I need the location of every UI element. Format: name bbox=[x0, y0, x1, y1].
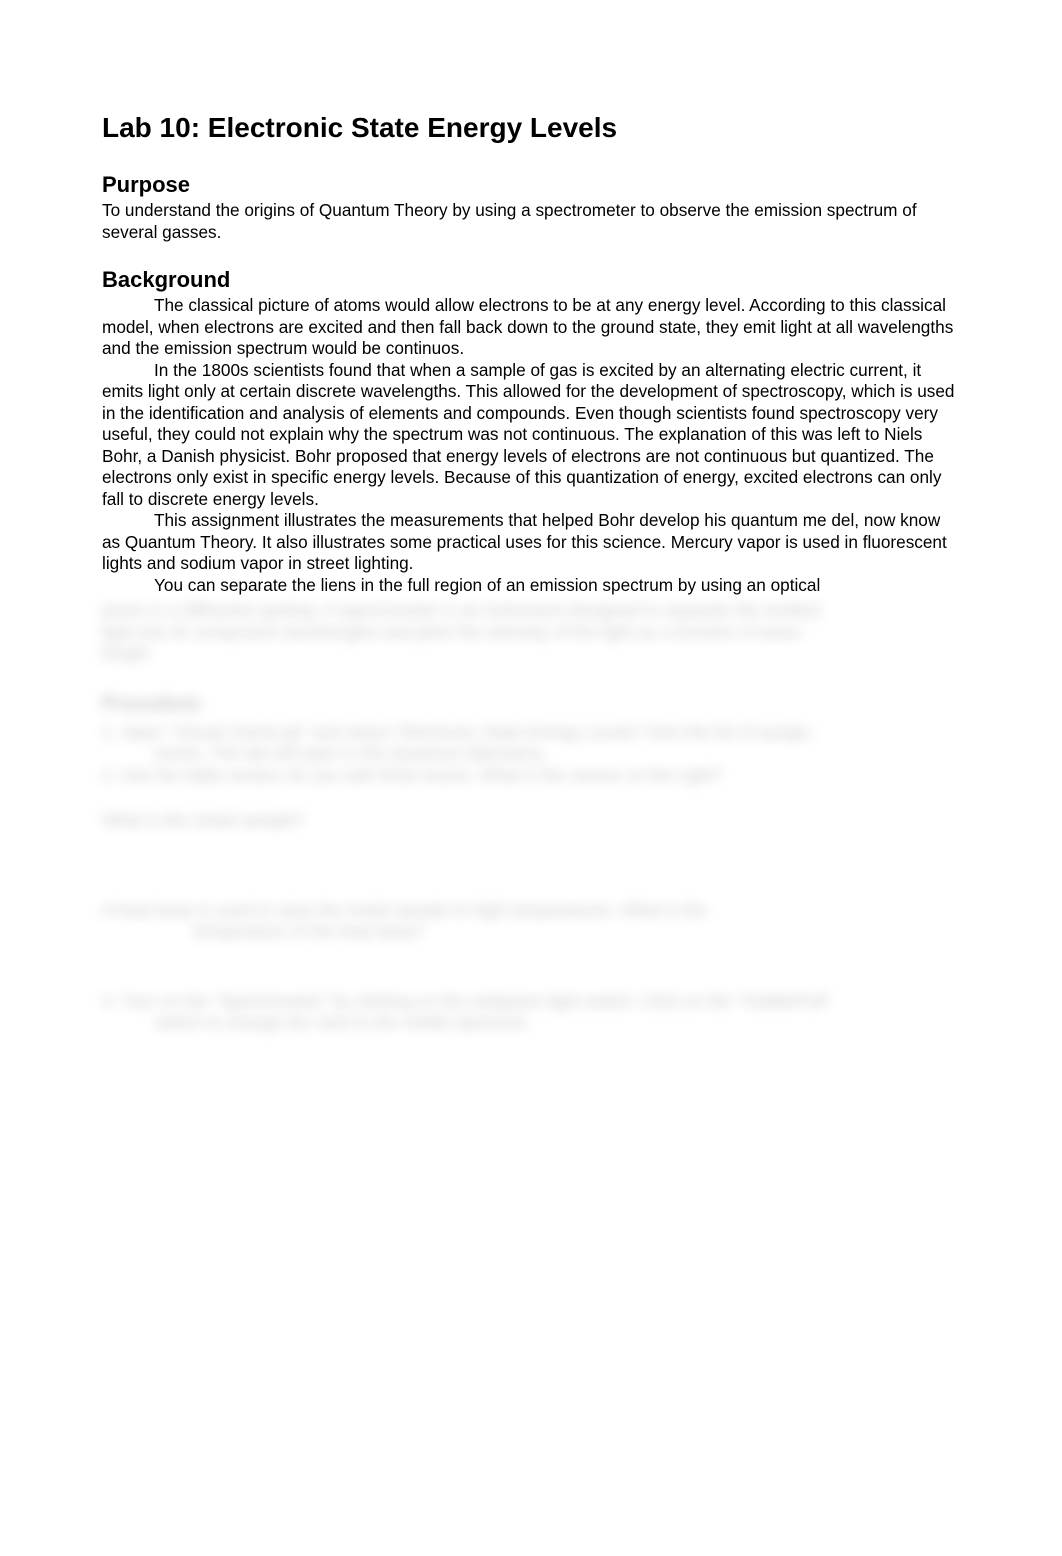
blurred-step: ments. The lab will open in the Quantum … bbox=[102, 743, 960, 765]
background-p3: This assignment illustrates the measurem… bbox=[102, 510, 960, 575]
blurred-preview-region: prism or a diffraction grating. A spectr… bbox=[102, 600, 960, 1034]
blurred-step: 3. Turn on the "Spectrometer" by clickin… bbox=[102, 991, 960, 1013]
blurred-line: prism or a diffraction grating. A spectr… bbox=[102, 600, 960, 622]
blurred-step: 1. Open "Virtual ChemLab" and select "El… bbox=[102, 722, 960, 744]
purpose-text: To understand the origins of Quantum The… bbox=[102, 200, 960, 243]
background-p1: The classical picture of atoms would all… bbox=[102, 295, 960, 360]
purpose-section: Purpose To understand the origins of Qua… bbox=[102, 172, 960, 243]
purpose-heading: Purpose bbox=[102, 172, 960, 198]
background-p4: You can separate the liens in the full r… bbox=[102, 575, 960, 597]
blurred-procedure-heading: Procedure bbox=[102, 693, 960, 716]
background-section: Background The classical picture of atom… bbox=[102, 267, 960, 596]
blurred-line: light into its component wavelengths and… bbox=[102, 622, 960, 644]
blurred-line: length. bbox=[102, 643, 960, 665]
blurred-question: temperature of the heat lamp? bbox=[102, 921, 960, 943]
background-heading: Background bbox=[102, 267, 960, 293]
blurred-question: A heat lamp is used to raise the metal s… bbox=[102, 900, 960, 922]
blurred-step: switch to change the view to the visible… bbox=[102, 1012, 960, 1034]
blurred-question: What is the metal sample? bbox=[102, 810, 960, 832]
background-p2: In the 1800s scientists found that when … bbox=[102, 360, 960, 511]
document-page: Lab 10: Electronic State Energy Levels P… bbox=[0, 0, 1062, 1034]
blurred-step: 2. See the table centers do you with thr… bbox=[102, 765, 960, 787]
document-title: Lab 10: Electronic State Energy Levels bbox=[102, 112, 960, 144]
